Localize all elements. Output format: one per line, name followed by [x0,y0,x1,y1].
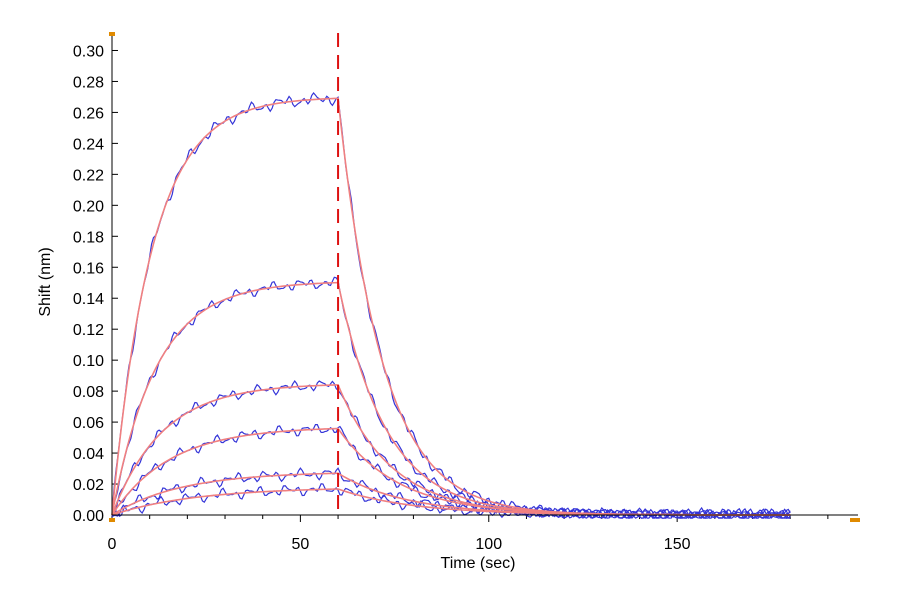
y-tick-label: 0.10 [73,353,104,370]
x-tick-label: 100 [475,536,502,553]
x-axis-title: Time (sec) [441,555,516,572]
y-tick-label: 0.02 [73,477,104,494]
y-axis-ticks: 0.00 0.02 0.04 0.06 0.08 0.10 0.12 0.14 0.16 0.18… [73,43,118,525]
y-tick-label: 0.12 [73,322,104,339]
fit-series-line [111,427,791,516]
y-tick-label: 0.28 [73,74,104,91]
y-axis-title: Shift (nm) [37,247,54,316]
axes [109,32,860,522]
x-axis-right-cap [850,518,860,522]
x-tick-label: 50 [291,536,309,553]
fit-series-line [111,97,791,516]
x-axis-ticks: 0 50 100 150 [108,515,829,553]
x-tick-label: 0 [108,536,117,553]
y-tick-label: 0.14 [73,291,104,308]
y-tick-label: 0.04 [73,446,104,463]
raw-series-line [111,423,791,519]
y-axis-top-cap [109,32,115,36]
y-axis-bottom-cap [109,518,115,522]
y-tick-label: 0.20 [73,198,104,215]
fit-curve-series [111,97,791,516]
y-tick-label: 0.08 [73,384,104,401]
y-tick-label: 0.22 [73,167,104,184]
x-tick-label: 150 [664,536,691,553]
y-tick-label: 0.30 [73,43,104,60]
y-tick-label: 0.06 [73,415,104,432]
y-tick-label: 0.16 [73,260,104,277]
y-tick-label: 0.00 [73,508,104,525]
y-tick-label: 0.26 [73,105,104,122]
y-tick-label: 0.24 [73,136,104,153]
y-tick-label: 0.18 [73,229,104,246]
